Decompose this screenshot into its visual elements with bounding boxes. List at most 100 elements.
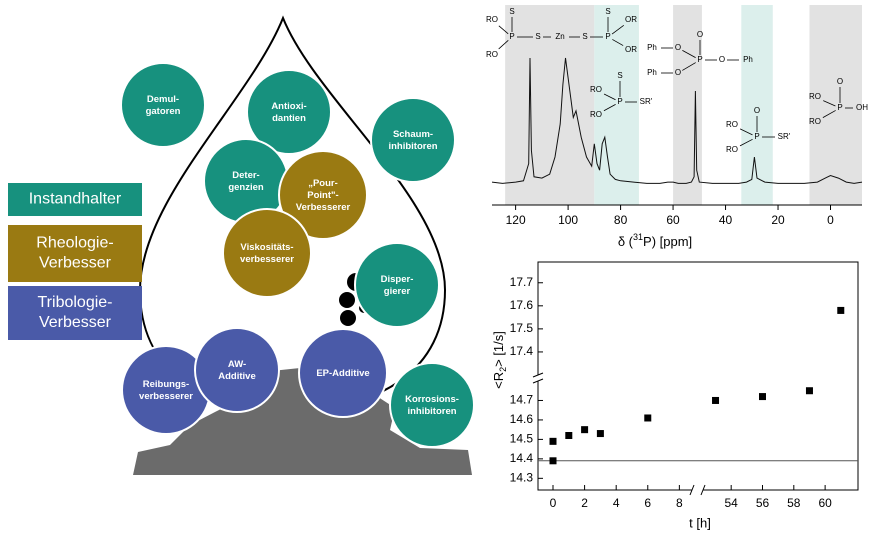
label-line: Point"- [307, 190, 338, 201]
atom: RO [590, 85, 602, 94]
label-line: Antioxi- [271, 101, 306, 112]
atom: RO [486, 50, 498, 59]
point [759, 393, 766, 400]
plot-frame [538, 262, 858, 490]
atom: S [605, 7, 610, 16]
point [806, 387, 813, 394]
label-line: gatoren [146, 106, 181, 117]
atom: P [605, 32, 610, 41]
x-tick-label: 0 [827, 213, 834, 227]
label-line: AW- [228, 359, 246, 370]
label-line: verbesserer [139, 391, 193, 402]
y-tick-label: 14.3 [510, 470, 534, 484]
y-tick-label: 14.7 [510, 393, 534, 407]
atom: SR' [778, 132, 791, 141]
label-part: δ ( [618, 234, 634, 249]
atom: Ph [647, 43, 657, 52]
atom: Ph [743, 55, 753, 64]
point [644, 414, 651, 421]
label-line: Disper- [381, 274, 414, 285]
point [550, 438, 557, 445]
x-tick-label: 58 [787, 496, 801, 510]
label-line: inhibitoren [388, 141, 437, 152]
y-tick-label: 17.4 [510, 344, 534, 358]
atom: P [697, 55, 702, 64]
label: Schaum-inhibitoren [388, 129, 437, 152]
x-tick-label: 120 [506, 213, 526, 227]
x-tick-label: 80 [614, 213, 628, 227]
atom: O [754, 106, 760, 115]
x-tick-label: 20 [771, 213, 785, 227]
label-line: „Pour- [308, 178, 338, 189]
atom: RO [809, 92, 821, 101]
atom: P [837, 103, 842, 112]
label: Reibungs-verbesserer [139, 379, 193, 402]
y-tick-label: 17.5 [510, 321, 534, 335]
x-tick-label: 60 [666, 213, 680, 227]
atom: OR [625, 15, 637, 24]
x-tick-label: 2 [581, 496, 588, 510]
x-tick-label: 60 [818, 496, 832, 510]
band [505, 5, 594, 205]
label-line: EP-Additive [316, 368, 369, 379]
label-line: Rheologie- [36, 235, 113, 252]
label-line: inhibitoren [407, 406, 456, 417]
label: Demul-gatoren [146, 94, 181, 117]
label-part: <R [491, 372, 506, 389]
label-line: Demul- [147, 94, 179, 105]
label-line: Tribologie- [38, 294, 113, 311]
label: Viskositäts-verbesserer [240, 242, 294, 265]
point [565, 432, 572, 439]
label: Instandhalter [29, 191, 122, 208]
break-gap [692, 487, 703, 493]
atom: RO [590, 110, 602, 119]
label-line: Schaum- [393, 129, 433, 140]
label-line: Verbesser [39, 255, 112, 272]
atom: O [719, 55, 725, 64]
label-part: 31 [633, 232, 643, 242]
label-line: Deter- [232, 170, 259, 181]
point [837, 307, 844, 314]
x-tick-label: 100 [558, 213, 578, 227]
label-part: P) [ppm] [643, 234, 692, 249]
label-line: dantien [272, 113, 306, 124]
x-tick-label: 54 [725, 496, 739, 510]
atom: P [754, 132, 759, 141]
y-tick-label: 17.6 [510, 298, 534, 312]
figure: Instandhalter Rheologie- Verbesser Tribolog… [0, 0, 872, 534]
atom: OR [625, 45, 637, 54]
label: Korrosions-inhibitoren [405, 394, 459, 417]
x-axis-label: δ (31P) [ppm] [618, 232, 692, 249]
label: Antioxi-dantien [271, 101, 306, 124]
label: EP-Additive [316, 368, 369, 379]
y-tick-label: 17.7 [510, 275, 534, 289]
label-line: verbesserer [240, 254, 294, 265]
label-line: Instandhalter [29, 191, 122, 208]
y-axis-label: <R2> [1/s] [491, 331, 508, 389]
legend-box [8, 225, 142, 282]
y-tick-label: 14.6 [510, 412, 534, 426]
atom: P [617, 97, 622, 106]
x-tick-label: 56 [756, 496, 770, 510]
atom: O [697, 30, 703, 39]
atom: S [509, 7, 514, 16]
atom: OH [856, 103, 868, 112]
atom: O [837, 77, 843, 86]
atom: Ph [647, 68, 657, 77]
label: Disper-gierer [381, 274, 414, 297]
atom: RO [726, 120, 738, 129]
atom: RO [809, 117, 821, 126]
x-tick-label: 6 [644, 496, 651, 510]
atom: RO [726, 145, 738, 154]
point [712, 397, 719, 404]
x-tick-label: 4 [613, 496, 620, 510]
y-tick-label: 14.4 [510, 451, 534, 465]
atom: S [535, 32, 540, 41]
atom: S [582, 32, 587, 41]
label-line: Viskositäts- [240, 242, 293, 253]
label-line: gierer [384, 286, 411, 297]
point [550, 457, 557, 464]
point [597, 430, 604, 437]
atom: Zn [555, 32, 564, 41]
band [810, 5, 862, 205]
